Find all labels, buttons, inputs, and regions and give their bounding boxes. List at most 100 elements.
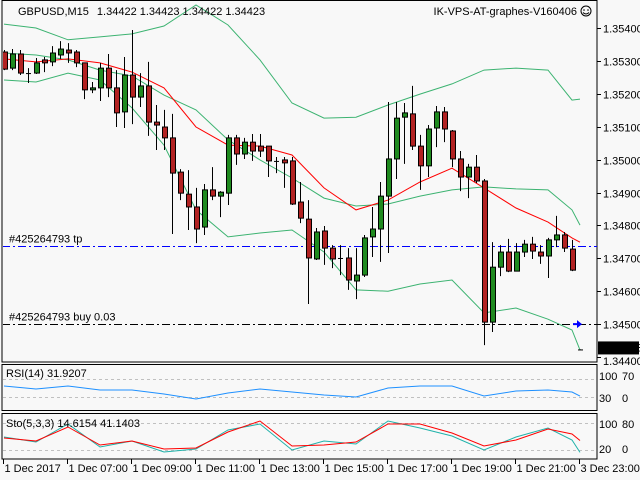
smiley-eye [587, 9, 589, 11]
candle[interactable] [554, 215, 560, 248]
candle[interactable] [474, 154, 480, 183]
candle[interactable] [346, 248, 352, 290]
candle[interactable] [250, 133, 256, 161]
candle[interactable] [562, 231, 568, 253]
candle[interactable] [434, 105, 440, 148]
candle-body [514, 251, 520, 272]
candle-body [546, 239, 552, 257]
price-tick-label: 1.35300 [603, 57, 640, 69]
candle[interactable] [34, 57, 40, 75]
candle[interactable] [546, 237, 552, 279]
price-tick-label: 1.35100 [603, 123, 640, 135]
candle[interactable] [578, 349, 583, 351]
candle[interactable] [394, 102, 400, 180]
candle-body [530, 243, 536, 252]
candle-body [394, 117, 400, 160]
candle[interactable] [178, 169, 184, 201]
candle[interactable] [538, 245, 544, 264]
rsi-panel[interactable] [1, 364, 598, 411]
candle[interactable] [194, 187, 200, 244]
candle[interactable] [282, 156, 288, 188]
candle[interactable] [314, 228, 320, 260]
candle[interactable] [290, 156, 296, 206]
candle[interactable] [114, 70, 120, 128]
candle[interactable] [298, 181, 304, 224]
candle[interactable] [530, 236, 536, 259]
candle[interactable] [130, 29, 136, 125]
candle[interactable] [306, 200, 312, 305]
candle[interactable] [138, 73, 144, 107]
candle[interactable] [330, 245, 336, 269]
take-profit-label: #425264793 tp [9, 234, 82, 246]
candle[interactable] [386, 102, 392, 254]
candle-body [74, 51, 80, 64]
candle[interactable] [442, 106, 448, 143]
candle[interactable] [202, 183, 208, 235]
candle[interactable] [402, 103, 408, 164]
candle[interactable] [42, 56, 48, 73]
rsi-label: RSI(14) 31.9207 [6, 368, 87, 380]
candle[interactable] [58, 41, 64, 59]
smiley-icon [580, 5, 592, 17]
candle[interactable] [338, 245, 343, 276]
candle[interactable] [506, 238, 512, 273]
main-panel[interactable] [1, 0, 598, 363]
candle[interactable] [274, 156, 279, 174]
candle[interactable] [210, 167, 216, 201]
candle[interactable] [10, 49, 16, 71]
candle[interactable] [74, 50, 80, 68]
price-tick-label: 1.35000 [603, 156, 640, 168]
candle[interactable] [170, 113, 176, 234]
candle[interactable] [322, 226, 328, 265]
candle-body [98, 67, 104, 89]
candle[interactable] [466, 163, 472, 199]
candle[interactable] [90, 81, 96, 94]
candle[interactable] [458, 151, 464, 192]
candle[interactable] [450, 129, 456, 168]
candle[interactable] [498, 245, 504, 277]
candle[interactable] [258, 133, 264, 157]
candle[interactable] [50, 46, 56, 67]
candle[interactable] [98, 62, 104, 102]
candle[interactable] [226, 134, 232, 206]
candle[interactable] [490, 242, 496, 332]
candle[interactable] [186, 170, 192, 231]
candle[interactable] [570, 239, 576, 272]
candle[interactable] [122, 56, 128, 129]
candle[interactable] [378, 181, 384, 262]
candle[interactable] [362, 234, 368, 278]
candle[interactable] [106, 53, 112, 98]
candle[interactable] [242, 137, 248, 159]
candle[interactable] [234, 134, 240, 165]
candle[interactable] [146, 61, 152, 136]
candle[interactable] [82, 62, 88, 100]
candle[interactable] [410, 85, 416, 151]
candle-body [218, 191, 224, 197]
candle-body [58, 48, 64, 56]
candle[interactable] [482, 179, 488, 346]
candle[interactable] [162, 109, 168, 151]
candle[interactable] [26, 68, 31, 83]
candle[interactable] [154, 104, 160, 151]
candle[interactable] [66, 43, 72, 63]
time-tick-label: 1 Dec 17:00 [389, 463, 448, 475]
smiley-eye [583, 9, 585, 11]
candle[interactable] [354, 248, 360, 300]
candle-body [458, 158, 464, 178]
candle-body [82, 62, 88, 91]
candle-body [282, 159, 288, 164]
candle[interactable] [370, 206, 376, 257]
candle[interactable] [514, 243, 520, 272]
candle[interactable] [3, 50, 8, 71]
candle[interactable] [418, 134, 424, 190]
sto-panel[interactable] [1, 413, 598, 460]
candle[interactable] [522, 239, 528, 257]
candle[interactable] [18, 50, 24, 76]
candle-body [474, 166, 480, 182]
candle[interactable] [218, 191, 224, 218]
candle-body [34, 62, 40, 74]
candle-body [266, 145, 272, 162]
candle[interactable] [266, 145, 272, 178]
candle[interactable] [426, 125, 432, 178]
